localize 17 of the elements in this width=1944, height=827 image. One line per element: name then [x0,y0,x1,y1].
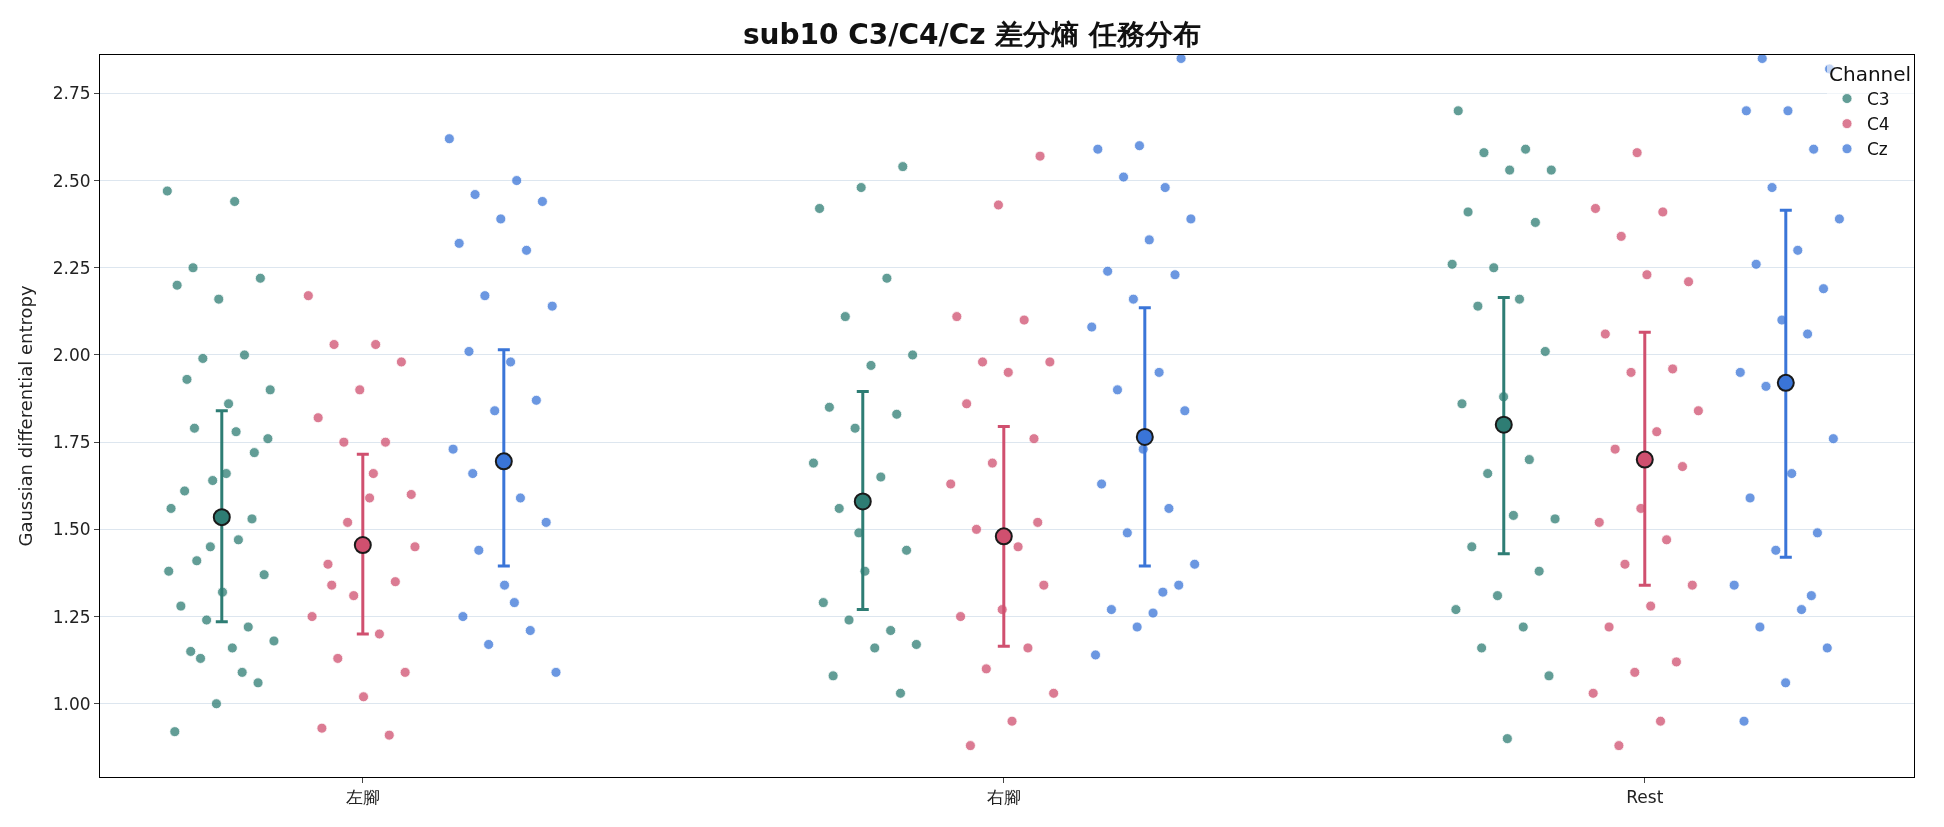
y-tick-label: 2.00 [52,344,91,365]
x-tick-label: Rest [1626,787,1664,808]
y-tick-label: 1.50 [52,519,91,540]
y-tick-label: 2.50 [52,170,91,191]
y-tick-label: 2.25 [52,257,91,278]
legend-title: Channel [1829,62,1912,86]
x-tick-label: 右腳 [986,787,1021,808]
y-tick-label: 1.00 [52,693,91,714]
y-tick-label: 1.25 [52,606,91,627]
chart-title: sub10 C3/C4/Cz 差分熵 任務分布 [742,18,1202,52]
y-axis-title: Gaussian differential entropy [14,285,36,547]
y-tick-label: 2.75 [52,83,91,104]
y-tick-label: 1.75 [52,432,91,453]
x-tick-label: 左腳 [345,787,380,808]
legend-label: C4 [1867,114,1890,135]
legend-label: C3 [1867,89,1890,110]
legend-label: Cz [1867,139,1888,160]
